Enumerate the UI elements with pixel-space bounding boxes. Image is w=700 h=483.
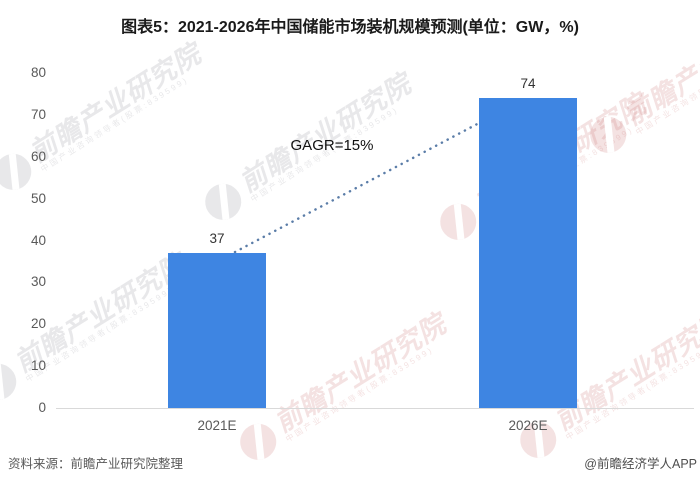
x-axis-label-2026E: 2026E (508, 418, 548, 433)
x-axis-label-2021E: 2021E (197, 418, 237, 433)
y-tick-label: 0 (38, 400, 46, 415)
chart-title: 图表5：2021-2026年中国储能市场装机规模预测(单位：GW，%) (121, 19, 579, 36)
y-tick-label: 40 (30, 232, 46, 248)
y-tick-label: 10 (30, 358, 46, 374)
cagr-annotation: GAGR=15% (290, 137, 374, 154)
footer: 资料来源：前瞻产业研究院整理 @前瞻经济学人APP (8, 453, 697, 472)
value-label-2026E: 74 (520, 76, 536, 92)
y-tick-label: 50 (30, 190, 46, 206)
y-tick-label: 60 (30, 148, 46, 164)
x-axis-line (56, 408, 694, 409)
y-tick-label: 70 (30, 106, 46, 122)
y-tick-label: 20 (30, 316, 46, 332)
value-label-2021E: 37 (209, 231, 225, 247)
bar-2021E (168, 253, 266, 408)
credit-note: @前瞻经济学人APP (584, 457, 697, 471)
y-tick-label: 30 (30, 274, 46, 290)
y-tick-label: 80 (30, 65, 46, 80)
source-note: 资料来源：前瞻产业研究院整理 (8, 457, 184, 471)
bar-2026E (479, 98, 577, 408)
